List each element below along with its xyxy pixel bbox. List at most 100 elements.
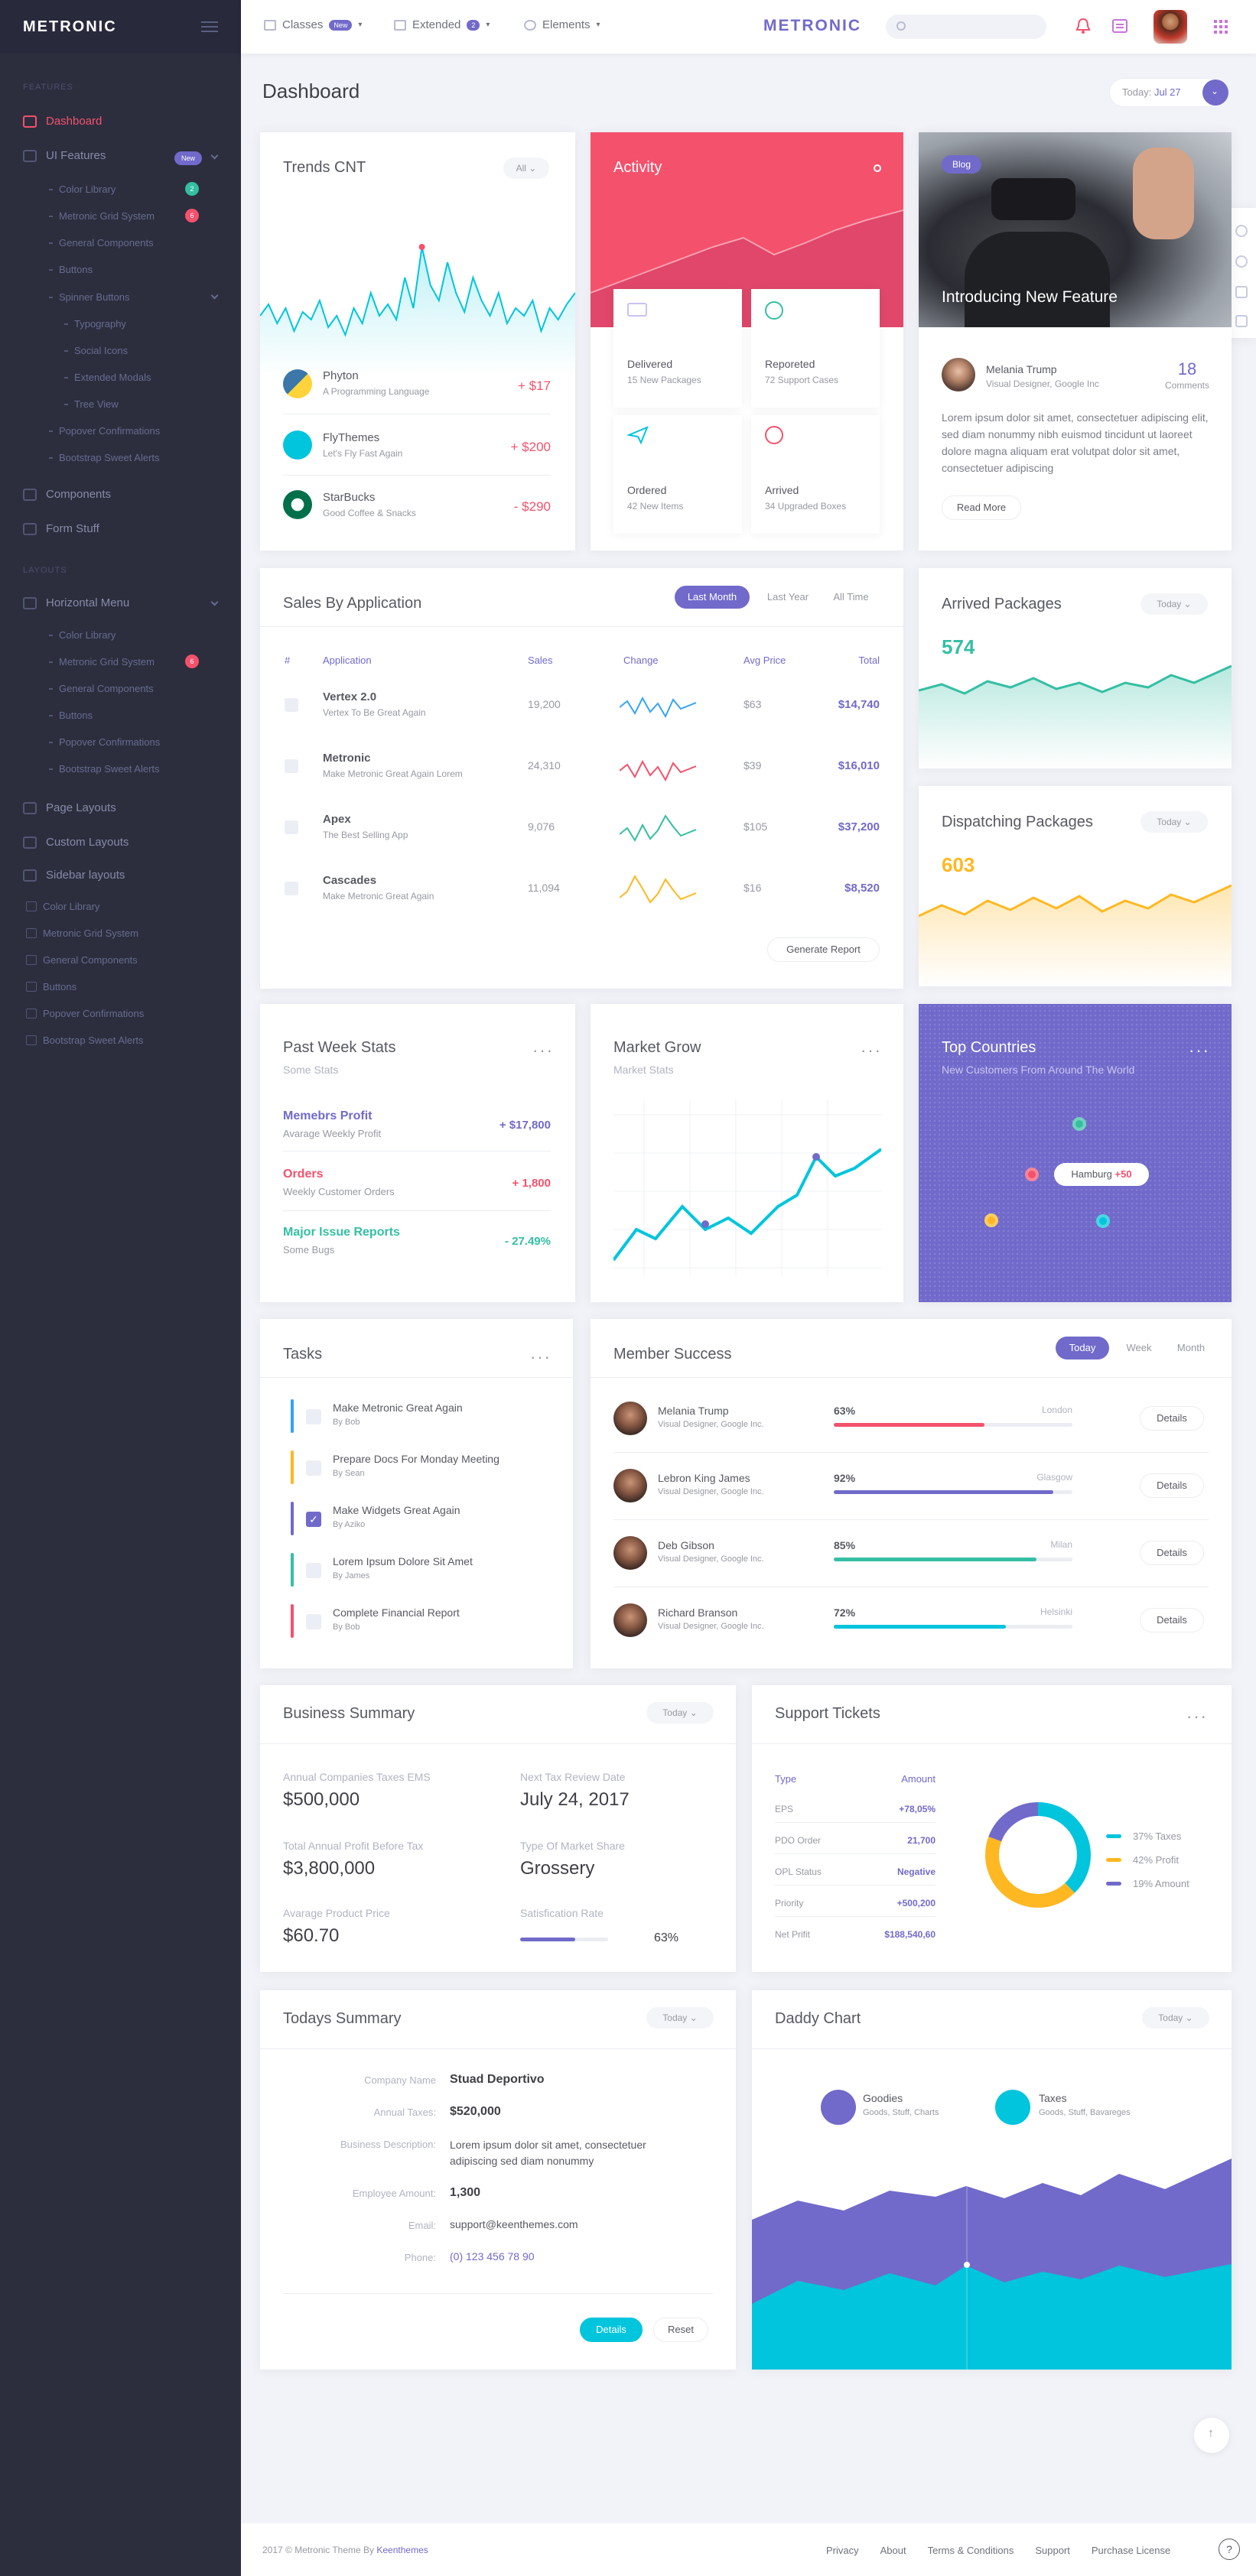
sidebar-item-horizontal-menu[interactable]: Horizontal Menu (23, 596, 129, 609)
footer-brand-link[interactable]: Keenthemes (376, 2545, 428, 2555)
sidebar-item-sidebar-layouts[interactable]: Sidebar layouts (23, 869, 125, 882)
user-avatar[interactable] (1154, 10, 1187, 44)
sidebar-sub-sweet-alerts[interactable]: Bootstrap Sweet Alerts (49, 452, 160, 463)
sidebar-sub-spinner-buttons[interactable]: Spinner Buttons (49, 291, 130, 303)
tab-today[interactable]: Today (1056, 1337, 1109, 1359)
sidebar-sub-color-library[interactable]: Color Library (49, 184, 116, 195)
row-checkbox[interactable] (285, 882, 298, 895)
more-options-icon[interactable]: ··· (1189, 1041, 1210, 1060)
footer-link-about[interactable]: About (880, 2545, 906, 2556)
sidebar-sub-sweet-alerts[interactable]: Bootstrap Sweet Alerts (49, 763, 160, 775)
footer-link-privacy[interactable]: Privacy (826, 2545, 859, 2556)
tab-last-year[interactable]: Last Year (766, 591, 809, 603)
generate-report-button[interactable]: Generate Report (767, 937, 880, 962)
map-marker[interactable] (1096, 1214, 1110, 1228)
details-button[interactable]: Details (1140, 1541, 1204, 1565)
sidebar-item-components[interactable]: Components (23, 488, 111, 501)
sidebar-sub-grid-system[interactable]: Metronic Grid System (26, 927, 138, 939)
bell-icon[interactable] (1075, 17, 1092, 35)
search-input[interactable] (886, 15, 1046, 39)
sidebar-item-custom-layouts[interactable]: Custom Layouts (23, 836, 129, 849)
sidebar-sub-general-components[interactable]: General Components (26, 954, 138, 966)
filter-dropdown[interactable]: All ⌄ (503, 158, 549, 179)
row-checkbox[interactable] (285, 698, 298, 712)
filter-dropdown[interactable]: Today ⌄ (1142, 2007, 1209, 2029)
more-options-icon[interactable]: ··· (1186, 1707, 1208, 1726)
sidebar-item-ui-features[interactable]: UI Features (23, 149, 106, 162)
sidebar-sub-general-components[interactable]: General Components (49, 683, 154, 694)
tile-delivered[interactable]: Delivered 15 New Packages (613, 289, 742, 408)
tab-week[interactable]: Week (1126, 1342, 1152, 1353)
sidebar-sub-color-library[interactable]: Color Library (26, 901, 99, 912)
settings-icon[interactable] (1235, 225, 1248, 237)
sidebar-sub-popover[interactable]: Popover Confirmations (49, 425, 160, 437)
inbox-icon[interactable] (1111, 18, 1128, 34)
details-button[interactable]: Details (1140, 1406, 1204, 1431)
nav-classes[interactable]: Classes New ▾ (264, 18, 362, 31)
sidebar-sub-popover[interactable]: Popover Confirmations (26, 1008, 144, 1019)
more-options-icon[interactable]: ··· (530, 1347, 552, 1366)
details-button[interactable]: Details (1140, 1473, 1204, 1498)
sidebar-sub-sweet-alerts[interactable]: Bootstrap Sweet Alerts (26, 1035, 144, 1046)
sidebar-sub-buttons[interactable]: Buttons (26, 981, 76, 992)
row-checkbox[interactable] (285, 759, 298, 773)
header-logo[interactable]: METRONIC (763, 17, 861, 34)
map-marker[interactable] (1025, 1168, 1039, 1181)
apps-grid-icon[interactable] (1214, 20, 1228, 34)
details-button[interactable]: Details (580, 2318, 643, 2342)
brand-logo[interactable]: METRONIC (23, 18, 117, 35)
map-marker[interactable] (1072, 1117, 1086, 1131)
sidebar-item-page-layouts[interactable]: Page Layouts (23, 801, 116, 814)
sidebar-sub-typography[interactable]: Typography (64, 318, 126, 330)
tile-ordered[interactable]: Ordered 42 New Items (613, 415, 742, 534)
more-options-icon[interactable]: ··· (861, 1041, 882, 1060)
nav-elements[interactable]: Elements ▾ (524, 18, 600, 31)
tab-last-month[interactable]: Last Month (675, 586, 750, 609)
sidebar-sub-buttons[interactable]: Buttons (49, 710, 93, 721)
sidebar-sub-grid-system[interactable]: Metronic Grid System (49, 210, 155, 222)
tab-all-time[interactable]: All Time (833, 591, 869, 603)
filter-dropdown[interactable]: Today ⌄ (1140, 593, 1208, 615)
row-checkbox[interactable] (285, 820, 298, 834)
sidebar-item-form-stuff[interactable]: Form Stuff (23, 522, 99, 535)
docs-icon[interactable] (1235, 286, 1248, 298)
filter-dropdown[interactable]: Today ⌄ (1140, 811, 1208, 833)
map-marker[interactable] (984, 1213, 998, 1227)
help-icon[interactable]: ? (1219, 2539, 1240, 2560)
sidebar-sub-buttons[interactable]: Buttons (49, 264, 93, 275)
footer-link-license[interactable]: Purchase License (1091, 2545, 1171, 2556)
details-button[interactable]: Details (1140, 1608, 1204, 1632)
blog-title[interactable]: Introducing New Feature (942, 288, 1118, 306)
date-dropdown-toggle[interactable]: ⌄ (1202, 80, 1228, 106)
field-value[interactable]: (0) 123 456 78 90 (450, 2250, 535, 2263)
sidebar-sub-grid-system[interactable]: Metronic Grid System (49, 656, 155, 668)
filter-dropdown[interactable]: Today ⌄ (646, 1702, 714, 1723)
sidebar-item-dashboard[interactable]: Dashboard (23, 115, 102, 128)
tile-arrived[interactable]: Arrived 34 Upgraded Boxes (751, 415, 880, 534)
scroll-top-button[interactable]: ↑ (1194, 2418, 1229, 2453)
field-value[interactable]: support@keenthemes.com (450, 2218, 578, 2230)
footer-link-terms[interactable]: Terms & Conditions (927, 2545, 1014, 2556)
task-checkbox[interactable] (306, 1614, 321, 1629)
task-checkbox[interactable]: ✓ (306, 1512, 321, 1527)
options-icon[interactable] (874, 164, 881, 172)
tile-reported[interactable]: Reporeted 72 Support Cases (751, 289, 880, 408)
more-options-icon[interactable]: ··· (532, 1041, 554, 1060)
task-checkbox[interactable] (306, 1460, 321, 1476)
menu-toggle-icon[interactable] (201, 21, 218, 32)
reset-button[interactable]: Reset (653, 2318, 708, 2342)
task-checkbox[interactable] (306, 1409, 321, 1424)
sidebar-sub-tree-view[interactable]: Tree View (64, 398, 119, 410)
filter-dropdown[interactable]: Today ⌄ (646, 2007, 714, 2029)
tab-month[interactable]: Month (1176, 1342, 1206, 1353)
layout-icon[interactable] (1235, 315, 1248, 327)
sidebar-sub-color-library[interactable]: Color Library (49, 629, 116, 641)
sidebar-sub-popover[interactable]: Popover Confirmations (49, 736, 160, 748)
footer-link-support[interactable]: Support (1035, 2545, 1070, 2556)
help-icon[interactable] (1235, 255, 1248, 268)
task-checkbox[interactable] (306, 1563, 321, 1578)
sidebar-sub-extended-modals[interactable]: Extended Modals (64, 372, 151, 383)
sidebar-sub-social-icons[interactable]: Social Icons (64, 345, 128, 356)
nav-extended[interactable]: Extended 2 ▾ (394, 18, 490, 31)
read-more-button[interactable]: Read More (942, 495, 1021, 520)
